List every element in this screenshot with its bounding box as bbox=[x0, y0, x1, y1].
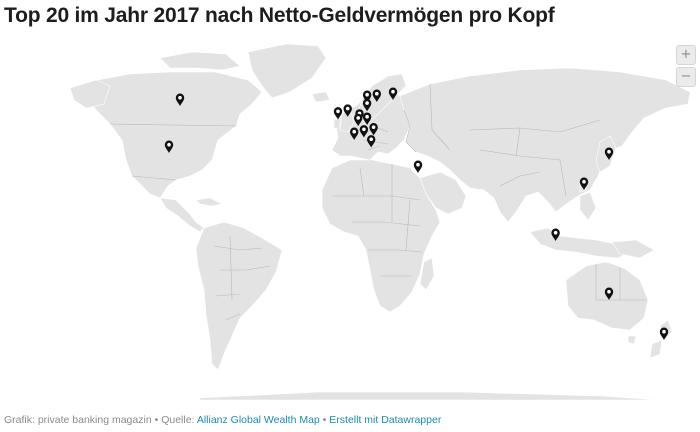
zoom-control: + − bbox=[676, 45, 696, 87]
landmass-philippines bbox=[579, 191, 597, 221]
country-borders bbox=[109, 83, 646, 321]
world-map[interactable]: Kanada USA IrlandVereinigtes Königreich Nor… bbox=[0, 42, 700, 402]
chart-title: Top 20 im Jahr 2017 nach Netto-Geldvermö… bbox=[4, 4, 555, 27]
map-marker-pin-icon[interactable]: Belgien bbox=[354, 113, 363, 127]
landmass-madagascar bbox=[419, 257, 435, 291]
landmass-iceland bbox=[311, 91, 331, 103]
zoom-in-button[interactable]: + bbox=[676, 45, 696, 65]
landmass-scandinavia bbox=[355, 73, 407, 123]
landmass-arctic-islands bbox=[159, 51, 241, 71]
map-marker-pin-icon[interactable]: Österreich bbox=[369, 123, 378, 136]
landmass-antarctica bbox=[199, 391, 661, 401]
map-marker-pin-icon[interactable]: Neuseeland bbox=[659, 327, 669, 341]
map-marker-pin-icon[interactable]: Dänemark bbox=[362, 98, 372, 112]
graphic-source: private banking magazin bbox=[37, 414, 152, 426]
landmass-arabia bbox=[419, 171, 467, 215]
map-marker-pin-icon[interactable]: Finnland bbox=[388, 87, 398, 101]
map-marker-pin-icon[interactable]: Norwegen bbox=[362, 90, 372, 104]
map-marker-pin-icon[interactable]: Israel bbox=[413, 160, 423, 174]
footer-separator: • bbox=[151, 414, 162, 426]
landmass-asia bbox=[399, 67, 691, 223]
footer-separator: • bbox=[319, 414, 330, 426]
landmass-new-guinea bbox=[611, 239, 655, 259]
map-marker-pin-icon[interactable]: Schweden bbox=[372, 89, 381, 103]
map-marker-pin-icon[interactable]: Japan bbox=[604, 147, 614, 161]
world-map-canvas[interactable]: Kanada USA IrlandVereinigtes Königreich Nor… bbox=[0, 42, 700, 402]
source-label: Quelle: bbox=[161, 414, 195, 426]
map-marker-pin-icon[interactable]: Irland bbox=[333, 107, 343, 120]
border-south-america-inner bbox=[213, 235, 271, 321]
map-marker-pin-icon[interactable]: USA bbox=[164, 140, 174, 154]
border-us-mexico bbox=[131, 175, 177, 181]
graphic-label: Grafik: bbox=[4, 414, 35, 426]
border-africa-inner bbox=[332, 164, 423, 277]
map-marker-pin-icon[interactable]: Australien bbox=[604, 287, 614, 301]
map-marker-pin-icon[interactable]: Deutschland bbox=[362, 112, 372, 126]
border-australia-inner bbox=[595, 264, 646, 301]
border-asia-inner bbox=[429, 83, 601, 197]
map-marker-pin-icon[interactable]: Vereinigtes Königreich bbox=[343, 104, 352, 117]
landmass-north-america bbox=[69, 71, 263, 199]
landmass-central-america bbox=[159, 197, 205, 233]
landmass-alaska bbox=[69, 79, 111, 109]
landmass-caribbean bbox=[195, 197, 223, 207]
zoom-out-button[interactable]: − bbox=[676, 67, 696, 87]
footer-credits: Grafik: private banking magazin • Quelle… bbox=[4, 414, 441, 426]
landmass-africa bbox=[321, 159, 441, 313]
landmass-new-zealand bbox=[649, 319, 673, 359]
marker-layer: Kanada USA IrlandVereinigtes Königreich Nor… bbox=[164, 87, 669, 341]
border-us-canada bbox=[109, 123, 237, 127]
map-marker-pin-icon[interactable]: Singapur bbox=[551, 228, 560, 242]
datawrapper-link[interactable]: Erstellt mit Datawrapper bbox=[329, 414, 442, 426]
landmass-greenland bbox=[247, 43, 327, 99]
landmass-tasmania bbox=[627, 335, 637, 345]
map-marker-pin-icon[interactable]: Frankreich bbox=[350, 127, 359, 141]
border-europe-asia bbox=[403, 109, 417, 153]
map-marker-pin-icon[interactable]: Italien bbox=[367, 135, 376, 148]
landmass-south-america bbox=[195, 221, 283, 371]
map-marker-pin-icon[interactable]: Taiwan bbox=[579, 177, 589, 191]
map-marker-pin-icon[interactable]: Kanada bbox=[175, 93, 185, 107]
map-marker-pin-icon[interactable]: Schweiz bbox=[359, 125, 369, 138]
source-link[interactable]: Allianz Global Wealth Map bbox=[196, 414, 320, 426]
